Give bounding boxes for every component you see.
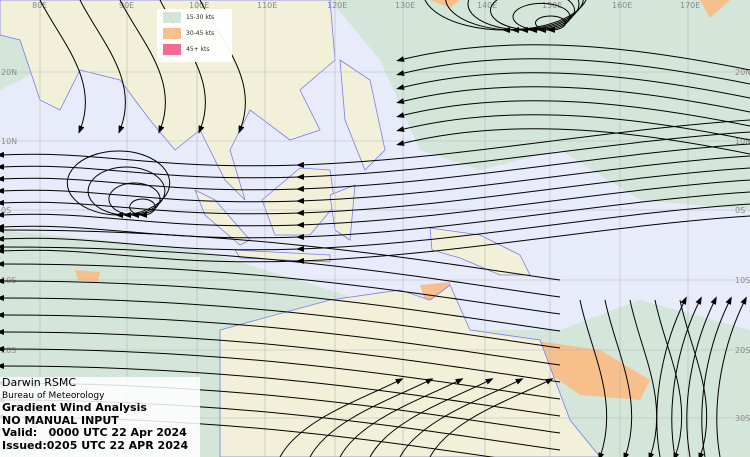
streamline [399,378,524,457]
longitude-label: 90E [119,1,134,10]
legend-label: 45+ kts [186,45,210,53]
latitude-label: 20N [1,68,17,77]
longitude-label: 140E [477,1,497,10]
streamline [369,378,494,457]
streamline [679,299,708,457]
streamline [656,296,687,457]
analysis-info-panel: Darwin RSMC Bureau of Meteorology Gradie… [0,376,200,457]
product-title: Gradient Wind Analysis [2,401,147,414]
longitude-label: 170E [680,1,700,10]
streamline [604,299,633,457]
valid-time: Valid: 0000 UTC 22 Apr 2024 [2,426,187,439]
streamline [108,182,161,218]
streamline [39,0,86,134]
latitude-label: 10S [1,276,16,285]
streamline [0,244,561,298]
streamline [0,363,561,417]
issued-time: Issued:0205 UTC 22 APR 2024 [2,438,189,452]
streamline [0,227,561,281]
streamline [396,86,750,113]
streamline [396,44,750,71]
streamline [0,119,750,168]
longitude-label: 80E [32,1,47,10]
latitude-label: 10N [735,137,750,146]
streamline [396,58,750,85]
streamline [0,203,750,252]
legend-item: 30-45 kts [157,25,232,41]
streamline [0,131,750,180]
streamline [671,296,702,457]
agency-name: Bureau of Meteorology [2,390,105,401]
streamline [0,261,561,315]
streamline [396,114,750,141]
streamline [701,296,732,457]
streamline [0,143,750,192]
legend-label: 30-45 kts [186,29,215,37]
streamline [0,295,561,349]
streamline [279,378,404,457]
streamline [309,378,434,457]
center-name: Darwin RSMC [2,376,77,389]
legend-label: 15-30 kts [186,13,215,21]
streamline [396,100,750,127]
streamline [424,0,587,33]
streamline [129,198,156,218]
input-note: NO MANUAL INPUT [2,413,119,427]
streamline [467,0,580,33]
latitude-label: 20S [1,346,16,355]
latitude-label: 20S [735,346,750,355]
longitude-label: 110E [257,1,277,10]
streamline [0,167,750,216]
latitude-label: 10S [735,276,750,285]
latitude-label: 0S [735,206,745,215]
latitude-label: 30S [735,414,750,423]
streamline [0,179,750,228]
wind-speed-legend: 15-30 kts 30-45 kts 45+ kts [157,9,232,62]
longitude-label: 120E [327,1,347,10]
streamline [396,72,750,99]
longitude-label: 130E [395,1,415,10]
streamline [629,299,658,457]
streamline [654,299,683,457]
legend-item: 15-30 kts [157,9,232,25]
streamline [0,191,750,240]
streamline [512,2,571,33]
streamline [0,278,561,332]
streamline [445,0,584,33]
latitude-label: 0S [1,206,11,215]
streamline [0,215,750,264]
longitude-label: 150E [542,1,562,10]
streamline [429,378,554,457]
streamline [66,150,171,218]
grid-labels: 80E 90E 100E 110E 120E 130E 140E 150E 160E 170E 20… [1,1,750,423]
longitude-label: 100E [189,1,209,10]
streamline [716,296,747,457]
latitude-label: 10N [1,137,17,146]
streamline [396,128,750,155]
longitude-label: 160E [612,1,632,10]
legend-item: 45+ kts [157,41,232,57]
streamline [0,346,561,400]
streamline [87,166,166,218]
latitude-label: 20N [735,68,750,77]
streamline [339,378,464,457]
streamline [119,0,166,134]
streamline [490,0,575,33]
streamline [0,312,561,366]
streamline [0,329,561,383]
streamline [79,0,126,134]
streamline [686,296,717,457]
streamline [0,155,750,204]
streamline [579,299,608,457]
